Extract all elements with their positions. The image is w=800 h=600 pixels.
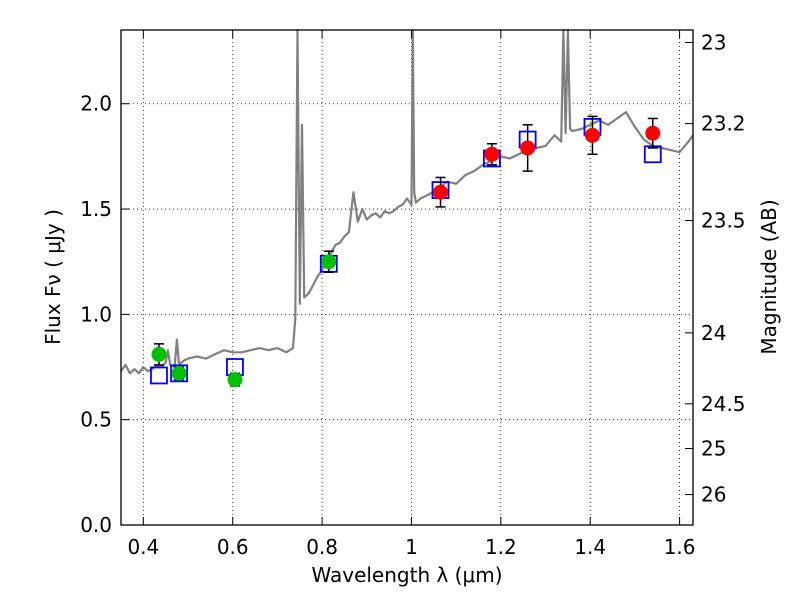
data-point [151, 346, 167, 362]
data-point [171, 365, 187, 381]
points-layer [150, 115, 662, 388]
right-tick-label: 23 [701, 30, 726, 54]
data-point [645, 125, 661, 141]
x-tick-label: 1.6 [664, 535, 696, 559]
x-tick-label: 1.4 [574, 535, 606, 559]
right-tick-label: 26 [701, 483, 726, 507]
y-tick-label: 0.5 [80, 408, 112, 432]
right-tick-label: 24.5 [701, 392, 746, 416]
right-tick-label: 23.2 [701, 112, 746, 136]
model-square-point [170, 364, 188, 383]
spectrum-layer [120, 28, 694, 375]
y-tick-label: 1.0 [80, 302, 112, 326]
data-point [433, 184, 449, 200]
x-axis-label: Wavelength λ (μm) [311, 563, 502, 587]
right-tick-label: 23.5 [701, 209, 746, 233]
x-tick-label: 0.8 [306, 535, 338, 559]
y-tick-label: 0.0 [80, 513, 112, 537]
y-tick-label: 1.5 [80, 197, 112, 221]
y-axis-label: Flux Fν ( μJy ) [41, 209, 65, 345]
ticks: 0.4 0.6 0.8 1 1.2 1.4 1.6 0.0 0.5 1.0 1.5 2.0 23 23.2… [80, 30, 746, 559]
data-point [584, 127, 600, 143]
y-tick-label: 2.0 [80, 92, 112, 116]
x-tick-label: 0.4 [127, 535, 159, 559]
plot-frame [120, 29, 694, 526]
right-axis-label: Magnitude (AB) [757, 199, 781, 354]
plot-background [121, 30, 693, 525]
data-point [484, 146, 500, 162]
model-square-point [150, 366, 168, 385]
data-point [321, 254, 337, 270]
right-tick-label: 25 [701, 437, 726, 461]
x-tick-label: 0.6 [217, 535, 249, 559]
x-tick-label: 1.2 [485, 535, 517, 559]
spectrum-line [120, 28, 694, 375]
data-point [520, 140, 536, 156]
right-tick-label: 24 [701, 321, 726, 345]
x-tick-label: 1 [405, 535, 418, 559]
data-point [227, 372, 243, 388]
